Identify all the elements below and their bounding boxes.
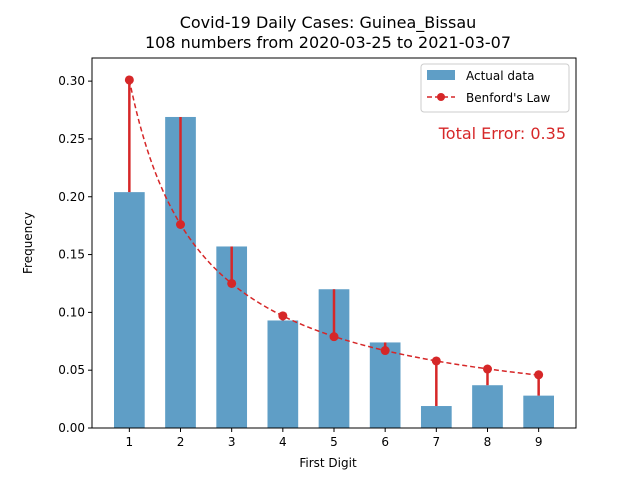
- bar-digit-7: [420, 406, 452, 428]
- chart-title-line2: 108 numbers from 2020-03-25 to 2021-03-0…: [145, 33, 511, 52]
- legend-benford-marker: [437, 93, 445, 101]
- benford-point-digit-9: [534, 370, 544, 380]
- y-tick-label-0.00: 0.00: [58, 421, 85, 435]
- benford-point-digit-6: [380, 346, 390, 356]
- benford-point-digit-4: [278, 311, 288, 321]
- benford-point-digit-7: [431, 356, 441, 366]
- legend: Actual data Benford's Law: [420, 63, 570, 113]
- y-tick-label-0.10: 0.10: [58, 305, 85, 319]
- legend-actual-label: Actual data: [466, 69, 534, 83]
- y-tick-label-0.25: 0.25: [58, 132, 85, 146]
- bar-digit-6: [369, 342, 401, 428]
- x-tick-label-7: 7: [433, 435, 441, 449]
- y-tick-label-0.30: 0.30: [58, 74, 85, 88]
- bar-digit-9: [523, 395, 554, 429]
- x-tick-label-2: 2: [177, 435, 185, 449]
- bar-digit-8: [472, 385, 503, 428]
- y-tick-label-0.20: 0.20: [58, 190, 85, 204]
- x-tick-label-9: 9: [535, 435, 543, 449]
- x-tick-label-1: 1: [126, 435, 134, 449]
- benford-point-digit-1: [124, 75, 134, 85]
- legend-frame: [420, 63, 570, 113]
- plot-area: 1 2 3 4 5 6 7 8 9 0.00 0.05 0.10 0.15 0.20 0.25 0.30: [58, 74, 554, 449]
- y-tick-label-0.15: 0.15: [58, 248, 85, 262]
- bar-digit-1: [114, 192, 145, 428]
- total-error-annotation: Total Error: 0.35: [438, 124, 566, 143]
- x-tick-label-4: 4: [279, 435, 287, 449]
- x-tick-label-8: 8: [484, 435, 492, 449]
- bar-digit-4: [267, 320, 299, 428]
- chart-title-line1: Covid-19 Daily Cases: Guinea_Bissau: [180, 13, 477, 33]
- benford-point-digit-5: [329, 332, 339, 342]
- x-axis-label: First Digit: [299, 456, 357, 470]
- benford-point-digit-8: [482, 364, 492, 374]
- x-tick-label-6: 6: [381, 435, 389, 449]
- benford-point-digit-3: [227, 278, 237, 288]
- y-axis-label: Frequency: [21, 212, 35, 274]
- legend-benford-label: Benford's Law: [466, 91, 551, 105]
- legend-actual-swatch: [427, 70, 455, 80]
- x-tick-label-5: 5: [330, 435, 338, 449]
- x-tick-label-3: 3: [228, 435, 236, 449]
- benford-point-digit-2: [176, 220, 186, 229]
- axes-frame: [91, 57, 577, 429]
- y-tick-label-0.05: 0.05: [58, 363, 85, 377]
